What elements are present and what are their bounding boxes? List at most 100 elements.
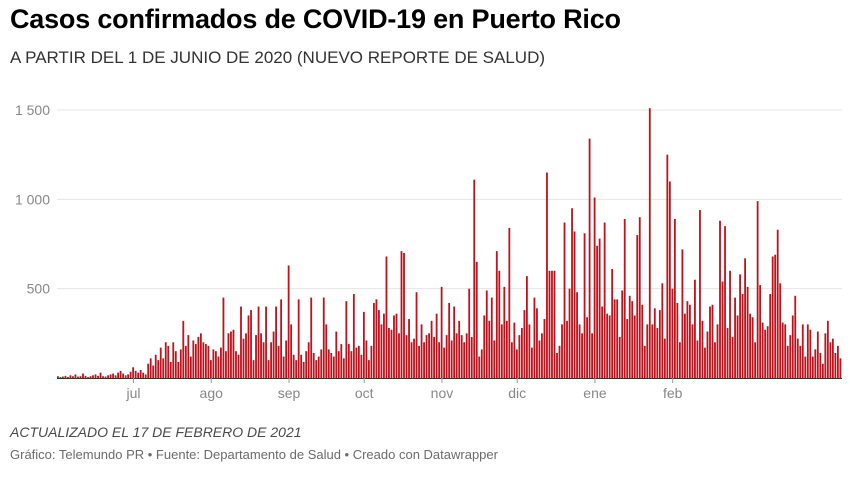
bar: [571, 208, 573, 378]
bar: [425, 335, 428, 378]
bar: [811, 356, 814, 378]
bar: [157, 360, 160, 378]
bar: [678, 342, 681, 378]
bar: [586, 317, 588, 378]
bar: [749, 313, 752, 378]
bar: [310, 297, 313, 378]
bar: [408, 319, 410, 378]
bar: [285, 340, 288, 378]
bar: [613, 299, 616, 378]
bar: [556, 352, 558, 378]
bar: [658, 310, 661, 378]
bar: [518, 335, 521, 378]
bar: [237, 354, 240, 378]
bar: [839, 358, 842, 378]
y-tick-label: 500: [27, 281, 51, 297]
bar: [350, 351, 353, 378]
bar: [325, 324, 328, 378]
bar: [240, 306, 242, 378]
bar: [322, 297, 325, 378]
bar: [275, 306, 277, 378]
bar: [312, 352, 315, 378]
bar: [167, 345, 170, 378]
bar: [204, 344, 207, 378]
bar: [69, 375, 72, 378]
bar: [779, 283, 782, 378]
bar: [771, 256, 774, 378]
bar: [194, 344, 197, 378]
bar: [388, 327, 390, 378]
chart-title: Casos confirmados de COVID-19 en Puerto …: [10, 4, 621, 34]
bar: [656, 327, 659, 378]
bar: [633, 315, 636, 378]
bar: [500, 324, 503, 378]
bar: [520, 327, 523, 378]
bar: [836, 345, 839, 378]
bar: [415, 292, 418, 378]
bar: [806, 324, 809, 378]
bar: [393, 315, 395, 378]
bar: [197, 336, 200, 378]
bar: [490, 297, 493, 378]
bar: [776, 229, 779, 378]
bar: [64, 375, 67, 378]
bar: [172, 342, 175, 378]
bar: [352, 294, 355, 378]
bar: [215, 351, 217, 378]
bar: [465, 333, 468, 378]
bar: [804, 356, 807, 378]
bar: [791, 315, 794, 378]
bar: [573, 231, 576, 378]
x-tick-label: ago: [200, 385, 224, 401]
bar: [531, 347, 533, 378]
bar: [79, 376, 82, 378]
bar: [139, 369, 142, 378]
bar: [623, 218, 626, 378]
bar: [581, 333, 583, 378]
bar: [754, 342, 757, 378]
bar: [89, 376, 92, 378]
bar: [295, 360, 298, 378]
bar: [307, 342, 310, 378]
bar: [297, 299, 300, 378]
bar: [222, 297, 225, 378]
bar: [410, 342, 413, 378]
bar: [144, 374, 147, 378]
bar: [124, 375, 127, 378]
bar: [227, 333, 230, 378]
bar: [576, 292, 578, 378]
bar: [538, 340, 541, 378]
bar: [94, 374, 97, 378]
bar: [207, 345, 210, 378]
x-tick-label: ene: [583, 385, 607, 401]
bar: [761, 322, 764, 378]
bar: [525, 276, 528, 378]
bar: [398, 333, 400, 378]
bar: [335, 331, 338, 378]
bar: [152, 365, 155, 378]
bar: [189, 356, 192, 378]
bar: [706, 331, 709, 378]
bar: [220, 347, 222, 378]
bar: [107, 375, 109, 378]
bar: [74, 374, 77, 378]
bar: [801, 324, 804, 378]
bar: [438, 342, 441, 378]
bar: [789, 335, 792, 378]
bar: [443, 347, 446, 378]
bar: [561, 324, 563, 378]
bar: [824, 333, 827, 378]
bar: [77, 376, 79, 378]
bar: [478, 356, 481, 378]
bar: [355, 347, 358, 378]
bar: [420, 324, 423, 378]
bar: [796, 338, 799, 378]
bar: [536, 308, 538, 378]
bar: [724, 226, 726, 378]
bar: [699, 210, 701, 378]
bar: [739, 274, 741, 378]
bar: [342, 358, 345, 378]
updated-note: ACTUALIZADO EL 17 DE FEBRERO DE 2021: [10, 424, 302, 440]
bar: [470, 336, 473, 378]
bar: [541, 333, 543, 378]
